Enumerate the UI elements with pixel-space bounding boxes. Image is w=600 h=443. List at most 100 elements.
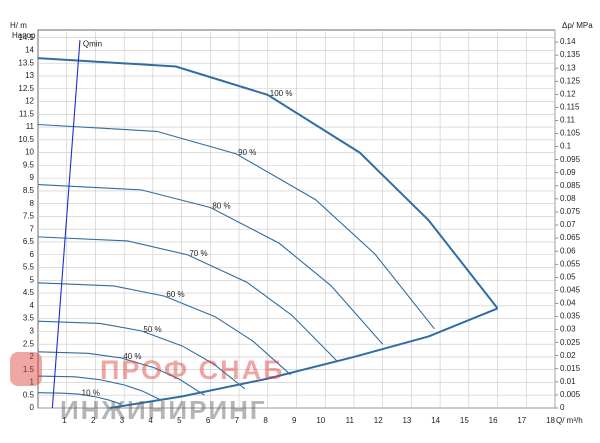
y-tick-label: 8 [30, 199, 35, 208]
y-tick-label: 3 [30, 326, 35, 335]
y2-tick-label: 0.09 [560, 168, 576, 177]
pump-curve [37, 123, 435, 330]
x-tick-label: 11 [346, 416, 355, 425]
y2-tick-label: 0.025 [560, 338, 581, 347]
y2-tick-label: 0.105 [560, 129, 581, 138]
y-tick-label: 8.5 [23, 186, 35, 195]
y2-tick-label: 0.135 [560, 50, 581, 59]
y2-axis-label: Δp/ MPa [562, 21, 593, 30]
curve-label: 90 % [238, 148, 256, 157]
x-tick-label: 1 [62, 416, 67, 425]
y-tick-label: 5 [30, 275, 35, 284]
curve-label: 70 % [189, 249, 207, 258]
y-tick-label: 10.5 [18, 135, 34, 144]
curve-label: 40 % [123, 352, 141, 361]
curve-label: Qmin [83, 39, 102, 48]
y-axis-label: H/ m [10, 21, 27, 30]
y-tick-label: 10 [25, 148, 34, 157]
watermark-logo [10, 352, 42, 386]
y-tick-label: 13.5 [18, 58, 34, 67]
y2-tick-label: 0.04 [560, 299, 576, 308]
y-tick-label: 9 [30, 173, 35, 182]
pump-curve [37, 183, 384, 345]
y-tick-label: 2 [30, 352, 35, 361]
y2-tick-label: 0.015 [560, 364, 581, 373]
x-tick-label: 7 [235, 416, 240, 425]
y2-tick-label: 0.005 [560, 390, 581, 399]
y-tick-label: 12.5 [18, 84, 34, 93]
y2-tick-label: 0.125 [560, 76, 581, 85]
y2-tick-label: 0.065 [560, 233, 581, 242]
pump-curve [37, 282, 292, 376]
curve-label: 100 % [270, 89, 293, 98]
y2-tick-label: 0.095 [560, 155, 581, 164]
y-tick-label: 0.5 [23, 390, 35, 399]
y2-tick-label: 0.12 [560, 89, 576, 98]
x-tick-label: 10 [316, 416, 325, 425]
y-tick-label: 5.5 [23, 263, 35, 272]
y2-tick-label: 0.02 [560, 351, 576, 360]
x-tick-label: 17 [517, 416, 526, 425]
y2-tick-label: 0.11 [560, 116, 576, 125]
y2-tick-label: 0.14 [560, 37, 576, 46]
pump-curve [109, 307, 498, 409]
x-tick-label: 8 [263, 416, 268, 425]
watermark-text: ПРОФ СНАБ [100, 355, 285, 385]
y2-tick-label: 0.045 [560, 285, 581, 294]
y-tick-label: 12 [25, 97, 34, 106]
y-tick-label: 0 [30, 403, 35, 412]
pump-curve [37, 375, 162, 401]
y-tick-label: 14.5 [18, 33, 34, 42]
x-tick-label: 4 [148, 416, 153, 425]
y-tick-label: 1.5 [23, 365, 35, 374]
x-tick-label: 5 [177, 416, 182, 425]
curves: 100 % 90 % 80 % 70 % 60 % 50 % 40 % 10 % Qmin [37, 39, 499, 409]
y-tick-label: 2.5 [23, 339, 35, 348]
pump-curve [37, 320, 246, 390]
pump-curve [37, 57, 499, 310]
x-tick-label: 16 [489, 416, 498, 425]
y-tick-label: 11.5 [19, 109, 35, 118]
x-tick-label: 14 [431, 416, 440, 425]
pump-curve [51, 40, 81, 409]
y-tick-label: 1 [30, 378, 35, 387]
x-tick-label: 15 [460, 416, 469, 425]
x-tick-label: 3 [120, 416, 125, 425]
y2-tick-label: 0.075 [560, 207, 581, 216]
y2-tick-label: 0.08 [560, 194, 576, 203]
y-tick-label: 6.5 [23, 237, 35, 246]
y-tick-label: 6 [30, 250, 35, 259]
y2-tick-label: 0.115 [560, 102, 580, 111]
y2-tick-label: 0.01 [560, 377, 576, 386]
y2-tick-label: 0.085 [560, 181, 581, 190]
y2-tick-label: 0.03 [560, 325, 576, 334]
y-tick-label: 4.5 [23, 288, 35, 297]
y2-tick-label: 0.13 [560, 63, 576, 72]
y-tick-label: 7.5 [23, 212, 35, 221]
curve-label: 10 % [82, 388, 100, 397]
x-tick-label: 9 [292, 416, 297, 425]
x-tick-label: 6 [206, 416, 211, 425]
x-axis-label: Q/ m³/h [556, 416, 583, 425]
y2-tick-label: 0.035 [560, 312, 581, 321]
y-tick-label: 13 [25, 71, 34, 80]
y-axis-sublabel: Напор [12, 31, 36, 40]
y2-tick-label: 0.07 [560, 220, 576, 229]
y-tick-label: 9.5 [23, 160, 35, 169]
y-tick-label: 7 [30, 224, 35, 233]
y-tick-label: 4 [30, 301, 35, 310]
pump-curve [37, 392, 122, 405]
y-tick-label: 3.5 [23, 314, 35, 323]
curve-label: 50 % [143, 325, 161, 334]
pump-curve [37, 351, 205, 396]
y2-tick-label: 0.1 [560, 142, 572, 151]
y2-tick-label: 0.05 [560, 272, 576, 281]
y2-tick-label: 0 [560, 403, 565, 412]
curve-label: 60 % [166, 290, 184, 299]
x-tick-label: 2 [91, 416, 96, 425]
pump-curve [37, 236, 338, 362]
curve-label: 80 % [212, 202, 230, 211]
y-tick-label: 11 [26, 122, 35, 131]
